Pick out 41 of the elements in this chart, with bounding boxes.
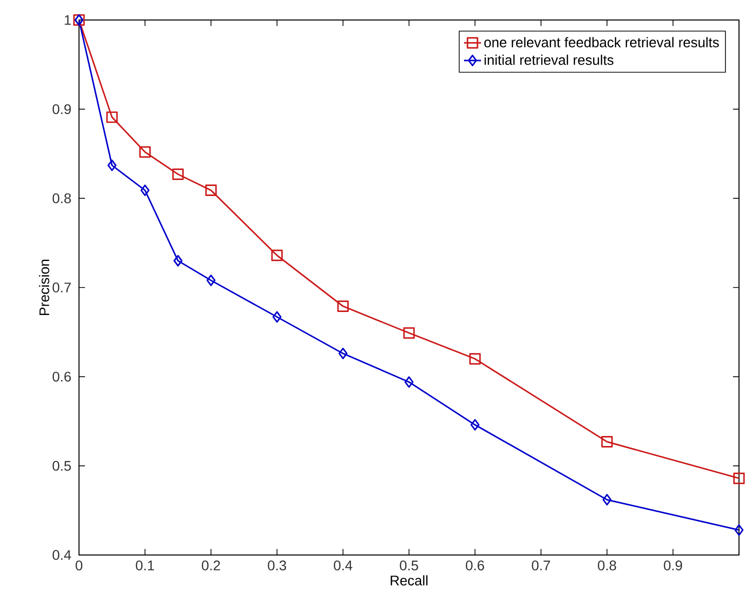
x-tick-label: 0.2 (202, 560, 220, 570)
point (271, 250, 283, 262)
point (601, 436, 613, 448)
x-tick-label: 0.4 (334, 560, 352, 570)
x-tick-label: 0.9 (664, 560, 682, 570)
y-tick-label: 0.7 (52, 282, 71, 292)
point (205, 184, 217, 196)
x-tick-label: 0.7 (532, 560, 550, 570)
y-tick-label: 0.8 (52, 193, 71, 204)
x-tick-label: 0 (76, 560, 82, 570)
point (206, 274, 216, 286)
y-tick-label: 1 (64, 15, 71, 25)
x-tick-label: 0.8 (598, 560, 616, 570)
x-tick-label: 0.1 (136, 560, 154, 570)
point (272, 311, 282, 323)
point (470, 419, 480, 431)
point (733, 472, 745, 484)
point (108, 160, 116, 172)
point (172, 168, 184, 180)
x-axis-title: Recall (390, 575, 428, 586)
point (139, 146, 151, 158)
y-tick-label: 0.5 (52, 460, 71, 471)
y-tick-label: 0.6 (52, 372, 71, 382)
legend-label: one relevant feedback retrieval results (484, 37, 719, 48)
point (140, 184, 150, 196)
y-axis-title: Precision (39, 260, 50, 316)
point (469, 353, 481, 365)
point (734, 524, 744, 536)
x-tick-label: 0.5 (400, 560, 418, 570)
y-tick-label: 0.9 (52, 104, 71, 114)
x-tick-label: 0.3 (268, 560, 286, 570)
y-tick-label: 0.4 (52, 550, 72, 560)
point (338, 348, 348, 360)
point (403, 327, 415, 339)
x-tick-label: 0.6 (466, 560, 484, 570)
point (602, 494, 612, 506)
point (174, 255, 183, 266)
legend-label: initial retrieval results (484, 54, 614, 65)
point (337, 300, 349, 312)
point (106, 111, 118, 123)
point (404, 376, 414, 388)
